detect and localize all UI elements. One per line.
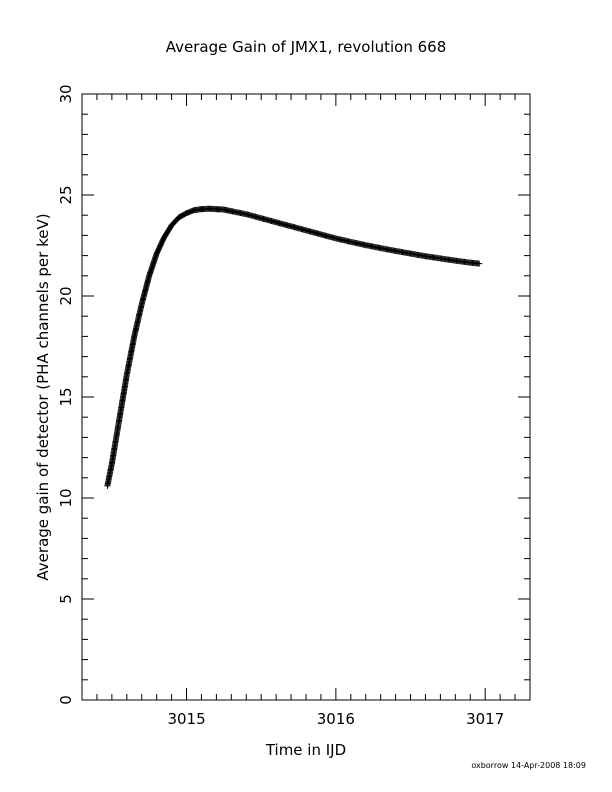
y-tick-label: 5 xyxy=(57,594,75,604)
x-axis-ticks xyxy=(81,94,531,700)
x-axis-tick-labels: 3015 3016 3017 xyxy=(167,710,504,728)
y-tick-label: 10 xyxy=(57,488,75,507)
footer-stamp: oxborrow 14-Apr-2008 18:09 xyxy=(471,761,586,770)
y-tick-label: 15 xyxy=(57,387,75,406)
x-axis-label: Time in IJD xyxy=(265,741,346,759)
gain-series xyxy=(104,205,483,489)
y-axis-label: Average gain of detector (PHA channels p… xyxy=(34,213,52,580)
x-tick-label: 3017 xyxy=(466,710,504,728)
y-tick-label: 30 xyxy=(57,84,75,103)
plot-frame xyxy=(81,93,531,701)
x-tick-label: 3016 xyxy=(317,710,355,728)
x-tick-label: 3015 xyxy=(167,710,205,728)
y-tick-label: 20 xyxy=(57,286,75,305)
y-tick-label: 0 xyxy=(57,695,75,705)
y-axis-tick-labels: 0 5 10 15 20 25 30 xyxy=(57,84,75,704)
y-axis-ticks xyxy=(82,93,530,701)
chart-title: Average Gain of JMX1, revolution 668 xyxy=(166,38,447,56)
y-tick-label: 25 xyxy=(57,185,75,204)
data-point xyxy=(476,260,483,267)
